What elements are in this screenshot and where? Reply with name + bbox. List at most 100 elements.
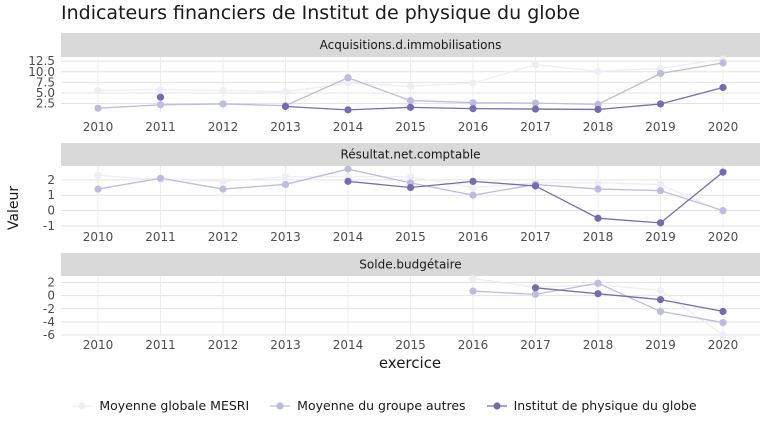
y-tick-label: 0 [47, 204, 55, 218]
data-point [219, 177, 227, 185]
data-point [656, 69, 665, 78]
y-tick-label: 2 [47, 173, 55, 187]
legend-item: Moyenne globale MESRI [71, 398, 249, 413]
x-tick-label: 2010 [83, 120, 114, 134]
x-tick-label: 2012 [208, 338, 239, 352]
data-point [156, 85, 165, 94]
x-tick-label: 2014 [333, 338, 364, 352]
data-point [344, 165, 352, 173]
data-point [531, 61, 540, 69]
data-point [94, 86, 102, 95]
data-point [344, 79, 352, 87]
panel-title: Résultat.net.comptable [340, 148, 480, 162]
data-point [531, 284, 540, 292]
data-point [406, 96, 415, 105]
panel-strip [61, 143, 760, 166]
x-tick-label: 2020 [708, 230, 739, 244]
data-point [156, 174, 165, 182]
legend-key [270, 401, 291, 410]
data-point [594, 279, 602, 287]
data-point [656, 296, 665, 304]
y-tick-label: 12.5 [28, 54, 55, 68]
x-tick-label: 2018 [583, 230, 614, 244]
data-point [406, 103, 415, 111]
y-tick-label: -6 [43, 328, 55, 342]
x-tick-label: 2011 [145, 120, 176, 134]
x-tick-label: 2019 [645, 338, 676, 352]
x-tick-label: 2017 [520, 338, 551, 352]
x-tick-label: 2011 [145, 338, 176, 352]
x-tick-label: 2020 [708, 120, 739, 134]
x-tick-label: 2014 [333, 120, 364, 134]
legend-item: Institut de physique du globe [486, 398, 697, 413]
x-tick-label: 2019 [645, 120, 676, 134]
data-point [219, 185, 227, 193]
x-tick-label: 2019 [645, 230, 676, 244]
data-point [656, 286, 665, 295]
x-axis-label: exercice [378, 354, 442, 372]
y-tick-label: 0 [47, 289, 55, 303]
data-point [344, 74, 352, 82]
y-tick-label: -1 [43, 219, 55, 233]
x-tick-label: 2010 [83, 230, 114, 244]
data-point [281, 102, 290, 111]
data-point [94, 185, 102, 193]
y-tick-label: -4 [43, 315, 55, 329]
data-point [469, 183, 477, 192]
x-tick-label: 2018 [583, 338, 614, 352]
legend-key-point [492, 401, 501, 410]
data-point [719, 83, 727, 92]
x-tick-label: 2013 [270, 338, 301, 352]
chart-title: Indicateurs financiers de Institut de ph… [61, 2, 580, 24]
x-tick-label: 2017 [520, 120, 551, 134]
data-point [719, 206, 727, 215]
data-point [531, 290, 540, 298]
data-point [719, 318, 727, 327]
data-point [344, 106, 352, 114]
legend-item: Moyenne du groupe autres [269, 398, 466, 413]
x-tick-label: 2017 [520, 230, 551, 244]
legend-key [486, 401, 507, 410]
data-point [469, 177, 477, 185]
data-point [406, 173, 415, 181]
y-tick-label: 2.5 [36, 97, 55, 111]
data-point [531, 105, 540, 113]
data-point [656, 307, 665, 316]
panel-strip [61, 33, 760, 57]
x-tick-label: 2012 [208, 230, 239, 244]
data-point [156, 93, 165, 101]
data-point [219, 86, 227, 95]
x-tick-label: 2016 [458, 338, 489, 352]
data-point [469, 287, 477, 295]
data-point [656, 180, 665, 189]
legend-key [72, 401, 93, 410]
y-tick-label: 7.5 [36, 75, 55, 89]
x-tick-label: 2016 [458, 230, 489, 244]
x-tick-label: 2018 [583, 120, 614, 134]
data-point [719, 59, 727, 67]
data-point [344, 177, 352, 185]
y-tick-label: -2 [43, 302, 55, 316]
data-point [594, 290, 602, 298]
data-point [594, 100, 602, 108]
x-tick-label: 2015 [395, 120, 426, 134]
legend-key-point [276, 401, 284, 410]
y-tick-label: 2 [47, 276, 55, 290]
x-tick-label: 2014 [333, 230, 364, 244]
x-tick-label: 2015 [395, 338, 426, 352]
data-point [219, 100, 227, 108]
data-point [469, 191, 477, 199]
legend-key-point [78, 401, 86, 410]
data-point [281, 173, 290, 181]
data-point [281, 180, 290, 189]
data-point [531, 99, 540, 107]
x-tick-label: 2010 [83, 338, 114, 352]
legend-label: Institut de physique du globe [513, 398, 697, 413]
data-point [281, 88, 290, 96]
data-point [719, 168, 727, 176]
x-tick-label: 2016 [458, 120, 489, 134]
panel-strip [61, 253, 760, 276]
x-tick-label: 2015 [395, 230, 426, 244]
x-tick-label: 2020 [708, 338, 739, 352]
